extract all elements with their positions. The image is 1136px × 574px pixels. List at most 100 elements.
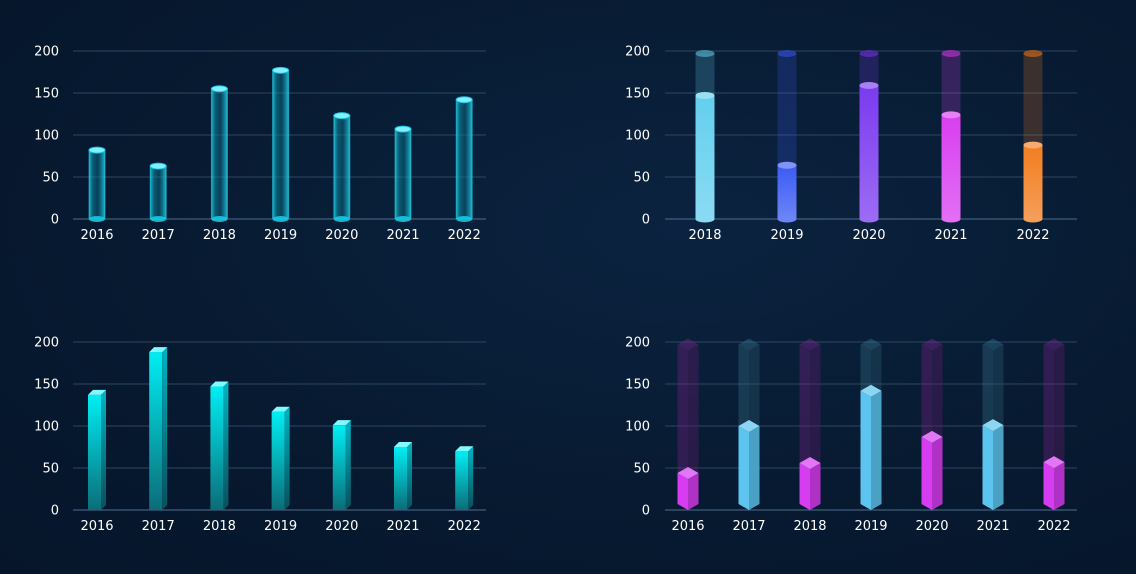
bar (149, 162, 167, 222)
x-tick-label: 2022 (448, 519, 481, 534)
bar-track-top (1043, 338, 1065, 351)
x-tick-label: 2022 (1016, 228, 1049, 243)
x-tick-label: 2018 (793, 519, 826, 534)
bar-base (395, 216, 411, 222)
bar-body-top (921, 430, 943, 443)
bar (455, 446, 474, 510)
bar-top (455, 446, 474, 452)
bar-body-right (871, 390, 882, 510)
x-tick-label: 2016 (80, 228, 113, 243)
bar-base (695, 215, 715, 223)
y-tick-label: 150 (34, 87, 59, 102)
bar (88, 389, 106, 510)
bar-body (738, 420, 760, 510)
bar (210, 381, 229, 510)
x-tick-label: 2021 (976, 519, 1009, 534)
x-tick-label: 2021 (386, 519, 419, 534)
bar (799, 338, 821, 510)
x-tick-label: 2017 (142, 519, 175, 534)
x-tick-label: 2021 (386, 228, 419, 243)
bar-base (859, 215, 879, 223)
y-tick-label: 200 (34, 336, 59, 351)
bar-front (394, 447, 407, 510)
bar-side (345, 420, 351, 510)
bar-body-left (1043, 462, 1054, 510)
bar-body (210, 88, 228, 220)
bar-top (695, 92, 715, 100)
bar (941, 50, 961, 223)
bar-body (1043, 456, 1065, 510)
bar-side (162, 347, 168, 510)
bar-top (210, 85, 228, 93)
bar-body-left (860, 390, 871, 510)
bar-body-right (1054, 462, 1065, 510)
x-tick-label: 2021 (934, 228, 967, 243)
bar (332, 420, 351, 510)
bar-track-top (921, 338, 943, 351)
bar (777, 50, 797, 223)
bar-body (859, 85, 879, 219)
bar-front (149, 352, 163, 510)
bar-track-top (677, 338, 699, 351)
chart-1-cylinder-bars: 0 50 100 150 200 2016 2017 2018 2019 2020 2021 2022 (34, 45, 486, 243)
x-tick-label: 2017 (142, 228, 175, 243)
y-tick-label: 100 (34, 420, 59, 435)
bar-front (271, 411, 285, 510)
bar-top (394, 442, 412, 447)
bar-top (1023, 141, 1043, 149)
bar-body-top (677, 467, 699, 480)
bar-body (88, 149, 106, 220)
x-tick-label: 2020 (325, 519, 358, 534)
bar-top (88, 146, 106, 154)
bar (921, 338, 943, 510)
bar-body-right (688, 473, 699, 510)
bar-top (149, 162, 167, 170)
bar-body (149, 165, 167, 220)
bar-side (407, 442, 412, 510)
x-tick-label: 2020 (852, 228, 885, 243)
y-tick-label: 0 (642, 504, 650, 519)
y-tick-label: 200 (625, 336, 650, 351)
y-tick-label: 200 (34, 45, 59, 60)
bar-track-top (799, 338, 821, 351)
x-tick-label: 2016 (671, 519, 704, 534)
bar (738, 338, 760, 510)
bar-body-top (799, 456, 821, 469)
bar-body-right (749, 426, 760, 510)
bar-track-top (982, 338, 1004, 351)
bar (88, 146, 106, 222)
bar-base (333, 216, 350, 222)
bar-base (1023, 215, 1043, 223)
x-tick-label: 2022 (1037, 519, 1070, 534)
bar (333, 112, 351, 222)
x-tick-label: 2018 (203, 228, 236, 243)
bar-top (777, 161, 797, 169)
bar-body (394, 128, 412, 220)
bar-top (394, 125, 412, 133)
chart-4-hexagon-track-bars: 0 50 100 150 200 2016 2017 2018 2019 2020 2021 2022 (625, 336, 1077, 534)
bar-track-top (777, 50, 797, 58)
y-tick-label: 0 (51, 504, 59, 519)
bar-body-top (738, 420, 760, 432)
bar-body (1023, 145, 1043, 219)
bar-base (777, 215, 797, 223)
bar-track-top (860, 338, 882, 351)
x-tick-label: 2020 (325, 228, 358, 243)
y-tick-label: 50 (42, 462, 59, 477)
y-tick-label: 100 (34, 129, 59, 144)
bar (394, 125, 412, 222)
y-tick-label: 150 (625, 87, 650, 102)
bar-top (88, 389, 106, 395)
bar-top (271, 406, 290, 412)
bar (982, 338, 1004, 510)
bar-side (284, 406, 290, 510)
bar-top (941, 111, 961, 119)
bar-track-top (1023, 50, 1043, 58)
x-tick-label: 2019 (854, 519, 887, 534)
bar-body-top (860, 384, 882, 397)
bar-base (150, 216, 167, 222)
chart-2-cylinder-track-bars: 0 50 100 150 200 2018 2019 2020 2021 2022 (625, 45, 1077, 243)
bar (695, 50, 715, 223)
y-tick-label: 100 (625, 420, 650, 435)
